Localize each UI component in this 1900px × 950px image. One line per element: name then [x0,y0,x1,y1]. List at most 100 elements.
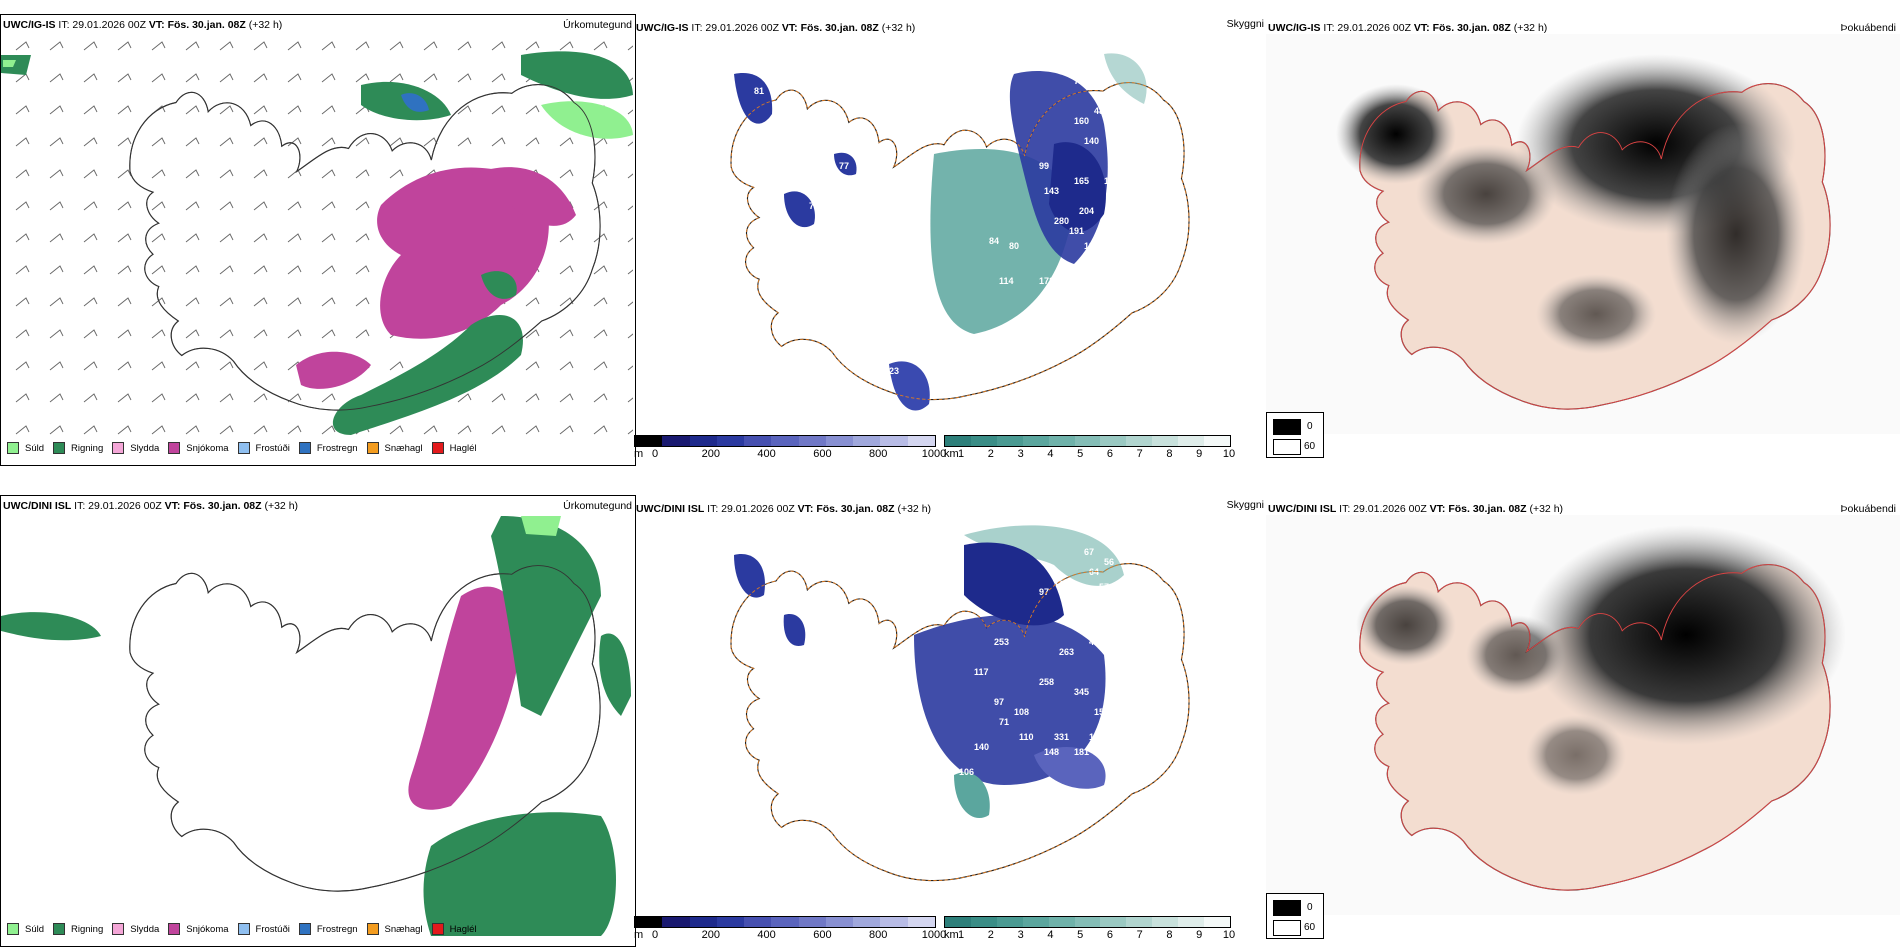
colorbar-segment [1022,436,1049,446]
colorbar-tick: 1 [958,448,965,460]
wind-barb [423,73,438,83]
colorbar-segment [1178,917,1205,927]
wind-barb [253,41,268,51]
colorbar-tick: 10 [1222,929,1236,941]
wind-barb [287,233,302,243]
legend-swatch [366,923,379,935]
wind-barb [355,41,370,51]
wind-barb [525,105,540,115]
colorbar-segment [716,436,745,446]
snow-depth-label: 149 [1089,732,1104,742]
wind-barb [559,425,574,435]
fog-swatch-0 [1273,419,1301,435]
wind-barb [253,393,268,403]
precip-legend: Súld Rigning Slydda Snjókoma Frostúði Frostre… [7,442,486,454]
colorbar-segment [744,436,772,446]
wind-barb [321,297,336,307]
wind-barb [83,41,98,51]
snow-depth-label: 99 [1039,161,1049,171]
wind-barb [287,425,302,435]
wind-barb [219,41,234,51]
snow-depth-label: 263 [1059,647,1074,657]
panel-name: Skyggni [1226,18,1264,30]
colorbar-segment [771,917,799,927]
wind-barb [15,329,30,339]
wind-barb [49,329,64,339]
colorbar-segment [635,436,663,446]
wind-barb [321,425,336,435]
snow-depth-label: 61 [824,206,834,216]
elevation-colorbar [634,435,936,447]
wind-barb [49,73,64,83]
wind-barb [627,397,633,403]
visibility-panel-row1: UWC/IG-IS IT: 29.01.2026 00Z VT: Fös. 30… [634,14,1268,464]
wind-barb [627,141,633,147]
colorbar-segment [1048,436,1075,446]
wind-barb [355,201,370,211]
wind-barb [151,41,166,51]
snow-depth-label: 77 [839,161,849,171]
wind-barb [593,425,608,435]
wind-barb [627,45,633,51]
wind-barb [117,137,132,147]
snow-depth-label: 165 [1074,176,1089,186]
legend-label: Snæhagl [384,923,423,935]
colorbar-segment [907,436,935,446]
wind-barb [15,265,30,275]
legend-item: Súld [7,923,44,935]
panel-name: Þokuábendi [1840,22,1896,34]
wind-barb [389,361,404,371]
wind-barb [627,173,633,179]
wind-barb [185,265,200,275]
colorbar-segment [635,917,663,927]
visibility-unit: km [944,929,959,941]
wind-barb [355,73,370,83]
wind-barb [83,201,98,211]
snow-depth-label: 114 [999,276,1014,286]
colorbar-segment [716,917,745,927]
wind-barb [287,201,302,211]
wind-barb [151,265,166,275]
snow-depth-label: 106 [959,767,974,777]
snow-depth-label: 154 [1104,176,1119,186]
wind-barb [185,73,200,83]
snow-depth-label: 155 [1094,707,1109,717]
wind-barb [389,73,404,83]
snow-depth-label: 72 [1074,76,1084,86]
wind-barb [253,233,268,243]
wind-barb [83,265,98,275]
colorbar-tick: 0 [651,929,659,941]
snow-depth-label: 82 [934,386,944,396]
wind-barb [117,297,132,307]
wind-barb [321,137,336,147]
wind-barb [185,137,200,147]
snow-depth-label: 64 [1089,567,1099,577]
snow-depth-label: 148 [1044,747,1059,757]
wind-barb [185,329,200,339]
legend-item: Frostregn [298,442,358,454]
wind-barb [219,393,234,403]
wind-barb [117,105,132,115]
wind-barb [355,233,370,243]
wind-barb [219,169,234,179]
wind-barb [457,73,472,83]
colorbar-segment [945,436,971,446]
wind-barb [525,329,540,339]
wind-barb [491,137,506,147]
wind-barb [117,265,132,275]
colorbar-tick: 4 [1047,929,1054,941]
legend-swatch [431,442,444,454]
wind-barb [49,169,64,179]
wind-barb [321,393,336,403]
colorbar-tick: 6 [1106,448,1113,460]
wind-barb [457,425,472,435]
wind-barb [559,169,574,179]
colorbar-tick: 2 [987,929,994,941]
wind-barb [219,361,234,371]
wind-barb [117,41,132,51]
wind-barb [219,137,234,147]
wind-barb [117,233,132,243]
wind-barb [185,393,200,403]
wind-barb [15,73,30,83]
wind-barb [287,73,302,83]
